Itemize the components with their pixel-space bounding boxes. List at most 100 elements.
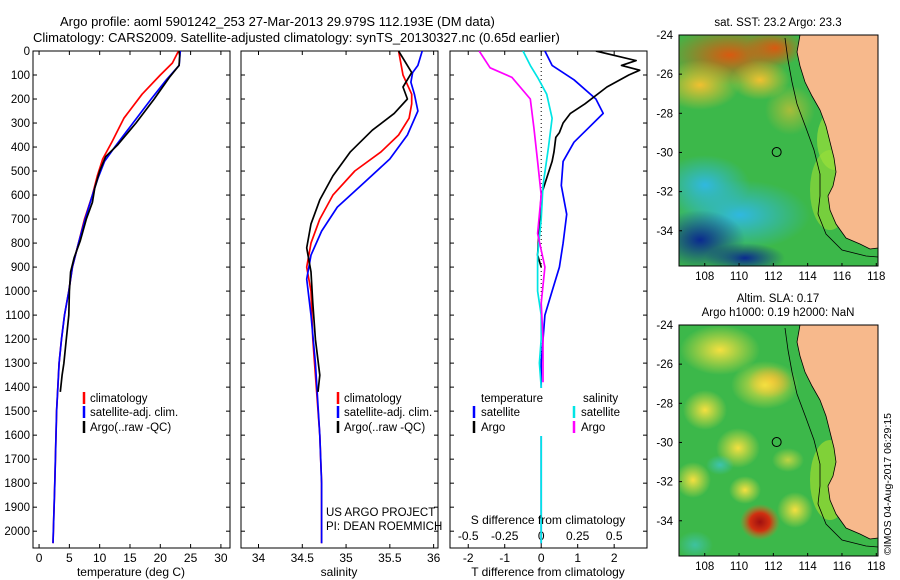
sst-map-1000m-contour <box>784 37 879 258</box>
series-line-climatology <box>52 51 180 544</box>
map-y-tick-label: -26 <box>656 359 673 371</box>
map-y-tick-label: -26 <box>656 69 673 81</box>
map-x-tick-label: 114 <box>798 561 817 573</box>
salinity-panel: 34 34.5 35 35.5 36 climatology satellite-adj… <box>240 50 442 579</box>
legend-title-temperature: temperature <box>481 393 543 405</box>
top-tick-label: -0.25 <box>491 529 519 543</box>
legend-label-argo: Argo(..raw -QC) <box>90 422 171 434</box>
series-line-salinity-argo <box>478 51 546 383</box>
sla-map-land <box>796 324 879 540</box>
x-tick-label: 35.5 <box>378 551 402 565</box>
y-tick-label: 700 <box>11 214 30 226</box>
y-tick-label: 500 <box>11 166 30 178</box>
difference-axes: -2 -1 0 1 2-0.5 -0.25 0 0.25 0.5 <box>450 50 647 565</box>
sst-map-frame <box>678 34 879 267</box>
top-tick-label: 0.5 <box>606 529 623 543</box>
y-tick-label: 0 <box>24 46 30 58</box>
argo-position-marker <box>771 437 782 448</box>
legend-label-argo: Argo(..raw -QC) <box>344 422 425 434</box>
temperature-panel-frame <box>32 50 231 549</box>
y-tick-label: 900 <box>11 262 30 274</box>
y-tick-label: 1900 <box>4 502 30 514</box>
map-y-tick-label: -32 <box>656 477 673 489</box>
map-x-tick-label: 110 <box>730 271 748 283</box>
sst-map-axes: 108 110 112 114 116 118 -24 -26 -28 -30 -32 -34 <box>656 30 885 283</box>
difference-panel-frame <box>449 50 648 549</box>
temperature-series <box>52 51 182 544</box>
series-line-argo-raw-qc- <box>305 51 413 392</box>
sla-map-axes: 108 110 112 114 116 118 -24 -26 -28 -30 -32 -34 <box>656 320 885 573</box>
y-tick-label: 400 <box>11 142 30 154</box>
sla-map: Altim. SLA: 0.17 Argo h1000: 0.19 h2000:… <box>656 293 885 573</box>
map-y-tick-label: -32 <box>656 187 673 199</box>
legend-label-satellite: satellite-adj. clim. <box>90 407 178 419</box>
y-tick-label: 1300 <box>4 358 30 370</box>
map-x-tick-label: 108 <box>695 561 714 573</box>
y-tick-label: 1000 <box>4 286 30 298</box>
x-tick-label: 0 <box>538 551 545 565</box>
map-y-tick-label: -28 <box>656 398 673 410</box>
temperature-axis-label: temperature (deg C) <box>77 565 185 579</box>
x-tick-label: -2 <box>463 551 474 565</box>
map-x-tick-label: 114 <box>798 271 817 283</box>
figure-title-line2: Climatology: CARS2009. Satellite-adjuste… <box>33 30 560 45</box>
map-y-tick-label: -30 <box>656 437 673 449</box>
salinity-legend: climatology satellite-adj. clim. Argo(..… <box>336 392 432 434</box>
y-tick-label: 200 <box>11 94 30 106</box>
series-line-temperature-satellite <box>540 51 605 544</box>
x-tick-label: 5 <box>66 551 73 565</box>
x-tick-label: 1 <box>574 551 581 565</box>
temperature-legend: climatology satellite-adj. clim. Argo(..… <box>82 392 178 434</box>
map-x-tick-label: 110 <box>730 561 748 573</box>
map-y-tick-label: -24 <box>656 320 673 332</box>
sla-map-frame <box>678 324 879 557</box>
y-tick-label: 1500 <box>4 406 30 418</box>
map-x-tick-label: 116 <box>833 561 851 573</box>
x-tick-label: 15 <box>123 551 137 565</box>
x-tick-label: 34.5 <box>291 551 315 565</box>
y-tick-label: 1600 <box>4 430 30 442</box>
figure-title-line1: Argo profile: aoml 5901242_253 27-Mar-20… <box>60 14 495 29</box>
y-tick-label: 300 <box>11 118 30 130</box>
salinity-panel-frame <box>240 50 439 549</box>
y-tick-label: 1700 <box>4 454 30 466</box>
legend-label-temp-argo: Argo <box>481 422 505 434</box>
y-tick-label: 2000 <box>4 526 30 538</box>
x-tick-label: 35 <box>339 551 353 565</box>
project-line1: US ARGO PROJECT <box>326 507 435 519</box>
map-x-tick-label: 118 <box>867 561 885 573</box>
sst-map-title: sat. SST: 23.2 Argo: 23.3 <box>714 17 841 29</box>
y-tick-label: 1400 <box>4 382 30 394</box>
series-line-argo-raw-qc- <box>59 51 181 392</box>
x-tick-label: 30 <box>214 551 228 565</box>
y-tick-label: 600 <box>11 190 30 202</box>
y-tick-label: 1800 <box>4 478 30 490</box>
x-tick-label: 25 <box>184 551 198 565</box>
series-line-satellite-adj-clim- <box>305 51 424 544</box>
map-y-tick-label: -34 <box>656 516 673 528</box>
sst-map: sat. SST: 23.2 Argo: 23.3 108 110 112 114 11… <box>656 17 885 283</box>
legend-title-salinity: salinity <box>583 393 618 405</box>
legend-label-temp-satellite: satellite <box>481 407 520 419</box>
map-x-tick-label: 112 <box>764 271 782 283</box>
series-line-salinity-satellite <box>522 51 553 544</box>
difference-panel: -2 -1 0 1 2-0.5 -0.25 0 0.25 0.5 temperature sal… <box>449 50 648 579</box>
x-tick-label: 20 <box>154 551 168 565</box>
legend-label-satellite: satellite-adj. clim. <box>344 407 432 419</box>
y-tick-label: 1200 <box>4 334 30 346</box>
map-x-tick-label: 112 <box>764 561 782 573</box>
map-y-tick-label: -24 <box>656 30 673 42</box>
x-tick-label: 0 <box>36 551 43 565</box>
y-tick-label: 1100 <box>5 310 30 322</box>
difference-series <box>478 51 641 544</box>
project-line2: PI: DEAN ROEMMICH <box>326 521 442 533</box>
map-y-tick-label: -30 <box>656 147 673 159</box>
temperature-panel: 0 5 10 15 20 25 300100200300400500600700800900… <box>4 46 231 579</box>
legend-background <box>472 388 632 436</box>
sla-map-subtitle: Argo h1000: 0.19 h2000: NaN <box>702 307 855 319</box>
imos-credit: ©IMOS 04-Aug-2017 06:29:15 <box>882 413 894 555</box>
top-tick-label: -0.5 <box>458 529 479 543</box>
map-x-tick-label: 108 <box>695 271 714 283</box>
salinity-axis-label: salinity <box>321 565 358 579</box>
sla-map-1000m-contour <box>784 327 879 548</box>
